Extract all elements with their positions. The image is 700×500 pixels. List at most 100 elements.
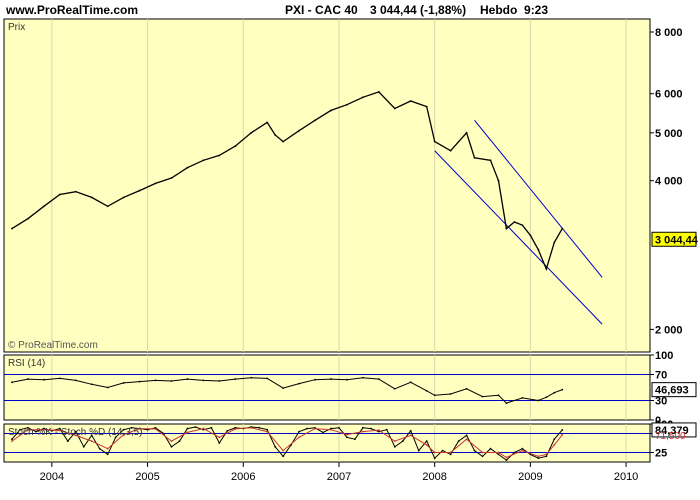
stochastic-data-point [393, 445, 396, 448]
rsi-data-point [74, 379, 77, 382]
stochastic-data-point [282, 455, 285, 458]
price-data-point [106, 205, 109, 208]
stochastic-data-point [481, 455, 484, 458]
stochastic-data-point [298, 436, 300, 439]
stochastic-data-point [58, 429, 61, 432]
stochastic-data-point [90, 434, 93, 437]
rsi-panel[interactable]: 100 70 30 0 46,693 RSI (14) [3, 350, 697, 427]
price-data-point [154, 182, 157, 185]
price-data-point [42, 205, 45, 208]
price-data-point [298, 129, 300, 132]
rsi-data-point [377, 378, 380, 380]
stochastic-data-point [42, 428, 45, 431]
stochastic-data-point [202, 427, 205, 430]
period-label: Hebdo 9:23 [480, 3, 548, 17]
price-data-point [553, 241, 556, 244]
rsi-data-point [234, 378, 237, 380]
price-data-point [122, 196, 125, 199]
stochastic-data-point [346, 436, 348, 439]
stochastic-data-point [473, 449, 476, 452]
rsi-last-value-box [651, 382, 697, 398]
stochastic-data-point [521, 449, 524, 452]
stochastic-data-point [170, 445, 173, 448]
stochastic-data-point [385, 428, 388, 431]
stochastic-data-point [154, 428, 157, 430]
price-data-point [537, 248, 540, 251]
stochastic-last-value-box [651, 422, 697, 438]
stochastic-last-value-d-label: 71,500 [655, 431, 686, 442]
stochastic-data-point [250, 426, 253, 429]
price-data-point [521, 224, 524, 227]
ticker-label: PXI - CAC 40 [285, 3, 358, 17]
stochastic-data-point [138, 427, 141, 430]
stochastic-data-point [162, 432, 165, 435]
stochastic-data-point [561, 433, 564, 436]
stochastic-data-point [274, 445, 277, 448]
price-data-point [449, 149, 452, 152]
stochastic-data-point [130, 426, 133, 429]
price-data-point [425, 105, 428, 108]
stochastic-data-point [218, 436, 221, 439]
rsi-data-point [433, 394, 436, 397]
rsi-title: RSI (14) [8, 358, 45, 369]
stochastic-tick-label: 25 [655, 448, 667, 460]
stochastic-data-point [401, 440, 404, 442]
price-data-point [489, 159, 492, 162]
rsi-data-point [505, 402, 508, 404]
stochastic-data-point [178, 440, 181, 442]
stochastic-data-point [409, 434, 412, 437]
x-tick-label-2007: 2007 [327, 471, 351, 483]
price-data-point [186, 166, 189, 169]
stochastic-data-point [449, 451, 452, 454]
stochastic-data-point [298, 430, 300, 433]
price-data-point [465, 131, 468, 134]
x-tick-label-2004: 2004 [40, 471, 64, 483]
stochastic-title: Stoch %K - Stoch %D (14,3,5) [8, 427, 143, 438]
price-panel[interactable]: 2 000 4 000 5 000 6 000 8 000 3 044,44 Prix © P… [3, 18, 699, 353]
price-last-value-label: 3 044,44 [655, 234, 699, 246]
rsi-data-point [58, 377, 61, 380]
channel-line-2 [474, 120, 603, 278]
price-background [3, 18, 651, 353]
stochastic-data-point [282, 449, 285, 452]
x-tick-label-2005: 2005 [135, 471, 159, 483]
stochastic-data-point [505, 456, 508, 459]
stochastic-data-point [409, 429, 412, 432]
stochastic-data-point [11, 438, 13, 441]
rsi-data-point [393, 387, 396, 390]
stochastic-data-point [330, 428, 332, 431]
stochastic-data-point [377, 429, 380, 431]
stochastic-data-point [465, 438, 468, 441]
price-data-point [218, 154, 221, 157]
stochastic-last-value-label: 84,379 [655, 425, 689, 437]
price-title: Prix [8, 22, 25, 33]
stochastic-data-point [361, 426, 364, 429]
stochastic-data-point [521, 447, 524, 450]
price-data-point [505, 227, 508, 230]
stochastic-data-point [505, 459, 508, 461]
price-data-point [202, 159, 205, 162]
stochastic-data-point [545, 455, 548, 458]
price-data-point [529, 234, 532, 237]
x-tick-label-2010: 2010 [614, 471, 638, 483]
price-data-point [545, 268, 548, 270]
stochastic-data-point [361, 430, 364, 433]
site-label[interactable]: www.ProRealTime.com [6, 3, 139, 17]
rsi-data-point [122, 382, 125, 384]
stochastic-data-point [106, 453, 109, 456]
x-tick-label-2008: 2008 [422, 471, 446, 483]
stochastic-data-point [553, 438, 556, 441]
stochastic-data-point [90, 440, 93, 442]
stochastic-data-point [106, 447, 109, 450]
rsi-data-point [425, 389, 428, 392]
price-data-point [282, 140, 285, 143]
stochastic-data-point [11, 440, 13, 442]
rsi-data-point [266, 377, 269, 380]
stochastic-data-point [377, 430, 380, 433]
price-data-point [11, 227, 13, 230]
rsi-data-point [42, 378, 45, 381]
stochastic-data-point [465, 434, 468, 437]
price-data-point [409, 100, 412, 102]
